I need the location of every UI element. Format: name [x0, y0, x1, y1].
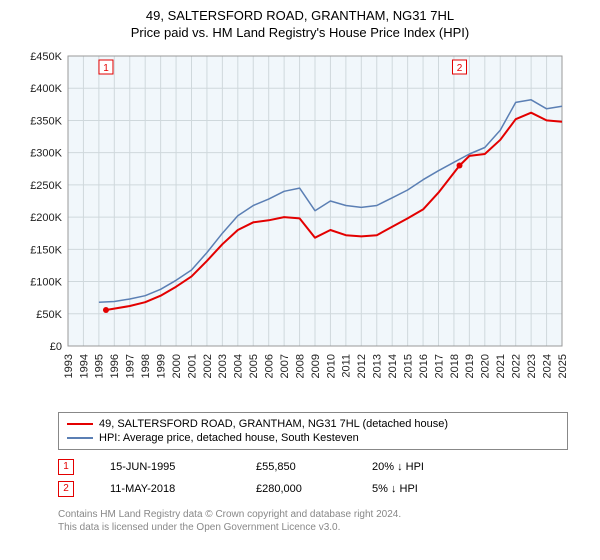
svg-text:£400K: £400K [30, 83, 62, 95]
chart-area: £0 £50K £100K £150K £200K £250K £300K £350K £400… [20, 46, 580, 406]
chart-subtitle: Price paid vs. HM Land Registry's House … [10, 25, 590, 40]
svg-text:2019: 2019 [464, 354, 476, 378]
svg-text:£300K: £300K [30, 148, 62, 160]
transaction-list: 1 15-JUN-1995 £55,850 20% ↓ HPI 2 11-MAY… [58, 456, 568, 500]
svg-text:2016: 2016 [418, 354, 430, 378]
svg-text:2021: 2021 [495, 354, 507, 378]
legend-swatch [67, 437, 93, 439]
transaction-row: 1 15-JUN-1995 £55,850 20% ↓ HPI [58, 456, 568, 478]
svg-text:1997: 1997 [125, 354, 137, 378]
footer-line: This data is licensed under the Open Gov… [58, 521, 568, 534]
svg-text:2013: 2013 [372, 354, 384, 378]
transaction-price: £280,000 [256, 483, 336, 495]
svg-text:2014: 2014 [387, 354, 399, 378]
transaction-relative: 5% ↓ HPI [372, 483, 462, 495]
footer-line: Contains HM Land Registry data © Crown c… [58, 508, 568, 521]
svg-text:1998: 1998 [140, 354, 152, 378]
legend-swatch [67, 423, 93, 425]
svg-text:2017: 2017 [433, 354, 445, 378]
svg-text:2: 2 [457, 63, 463, 74]
chart-container: 49, SALTERSFORD ROAD, GRANTHAM, NG31 7HL… [0, 0, 600, 560]
svg-text:2003: 2003 [217, 354, 229, 378]
line-chart: £0 £50K £100K £150K £200K £250K £300K £350K £400… [20, 46, 580, 406]
svg-text:2000: 2000 [171, 354, 183, 378]
svg-text:2008: 2008 [294, 354, 306, 378]
svg-text:£350K: £350K [30, 115, 62, 127]
svg-text:2001: 2001 [186, 354, 198, 378]
svg-text:1993: 1993 [63, 354, 75, 378]
transaction-price: £55,850 [256, 461, 336, 473]
svg-text:£0: £0 [50, 341, 62, 353]
svg-text:2020: 2020 [480, 354, 492, 378]
transaction-row: 2 11-MAY-2018 £280,000 5% ↓ HPI [58, 478, 568, 500]
svg-text:£100K: £100K [30, 277, 62, 289]
chart-title: 49, SALTERSFORD ROAD, GRANTHAM, NG31 7HL [10, 8, 590, 23]
svg-text:2006: 2006 [264, 354, 276, 378]
footer-attribution: Contains HM Land Registry data © Crown c… [58, 508, 568, 534]
svg-text:1: 1 [103, 63, 109, 74]
legend-label: HPI: Average price, detached house, Sout… [99, 432, 359, 444]
marker-icon: 1 [58, 459, 74, 475]
svg-text:2015: 2015 [402, 354, 414, 378]
svg-text:2010: 2010 [325, 354, 337, 378]
svg-text:1999: 1999 [155, 354, 167, 378]
legend-item: 49, SALTERSFORD ROAD, GRANTHAM, NG31 7HL… [67, 417, 559, 431]
svg-text:2025: 2025 [557, 354, 569, 378]
svg-text:2024: 2024 [541, 354, 553, 378]
svg-text:2009: 2009 [310, 354, 322, 378]
svg-text:£450K: £450K [30, 51, 62, 63]
svg-text:2011: 2011 [341, 354, 353, 378]
transaction-relative: 20% ↓ HPI [372, 461, 462, 473]
svg-text:2007: 2007 [279, 354, 291, 378]
svg-text:£150K: £150K [30, 244, 62, 256]
legend: 49, SALTERSFORD ROAD, GRANTHAM, NG31 7HL… [58, 412, 568, 450]
svg-text:1995: 1995 [94, 354, 106, 378]
svg-text:1994: 1994 [78, 354, 90, 378]
marker-icon: 2 [58, 481, 74, 497]
transaction-date: 15-JUN-1995 [110, 461, 220, 473]
svg-text:2012: 2012 [356, 354, 368, 378]
svg-text:2004: 2004 [233, 354, 245, 378]
legend-item: HPI: Average price, detached house, Sout… [67, 431, 559, 445]
transaction-date: 11-MAY-2018 [110, 483, 220, 495]
svg-text:2005: 2005 [248, 354, 260, 378]
legend-label: 49, SALTERSFORD ROAD, GRANTHAM, NG31 7HL… [99, 418, 448, 430]
svg-text:2022: 2022 [511, 354, 523, 378]
svg-text:£50K: £50K [36, 309, 62, 321]
svg-text:1996: 1996 [109, 354, 121, 378]
svg-text:£200K: £200K [30, 212, 62, 224]
svg-text:2018: 2018 [449, 354, 461, 378]
svg-text:2023: 2023 [526, 354, 538, 378]
svg-text:2002: 2002 [202, 354, 214, 378]
svg-text:£250K: £250K [30, 180, 62, 192]
